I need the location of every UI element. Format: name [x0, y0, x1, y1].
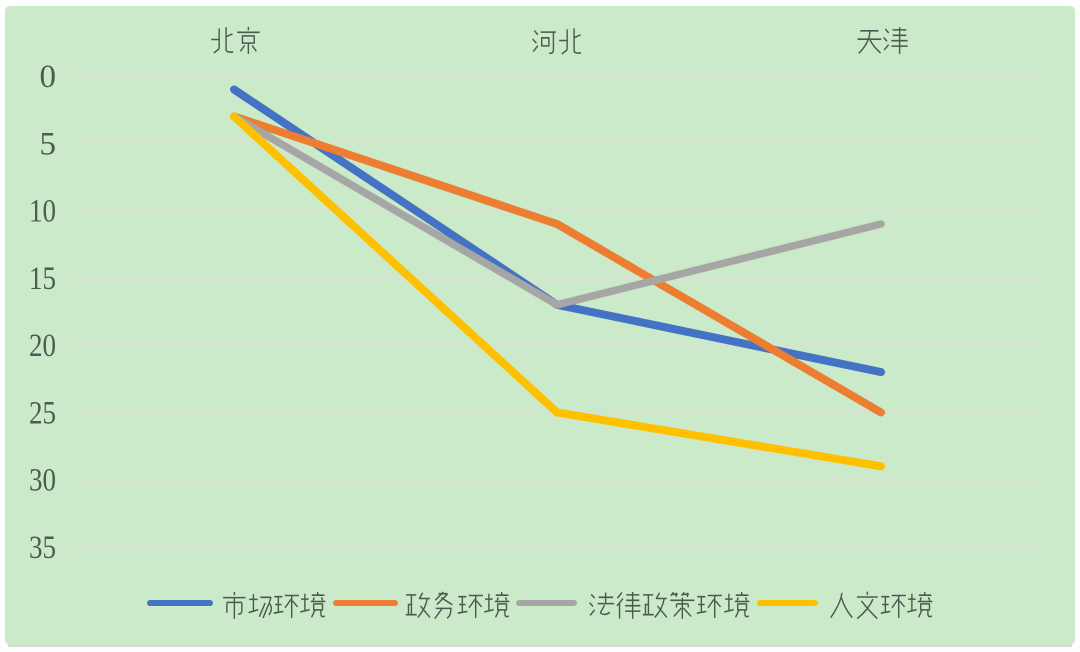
svg-text:30: 30 — [29, 463, 56, 499]
svg-text:20: 20 — [29, 328, 56, 364]
svg-text:0: 0 — [40, 59, 57, 95]
svg-text:10: 10 — [29, 194, 56, 230]
svg-text:15: 15 — [29, 261, 56, 297]
svg-text:35: 35 — [29, 530, 56, 566]
svg-text:5: 5 — [40, 126, 57, 162]
svg-text:25: 25 — [29, 395, 56, 431]
